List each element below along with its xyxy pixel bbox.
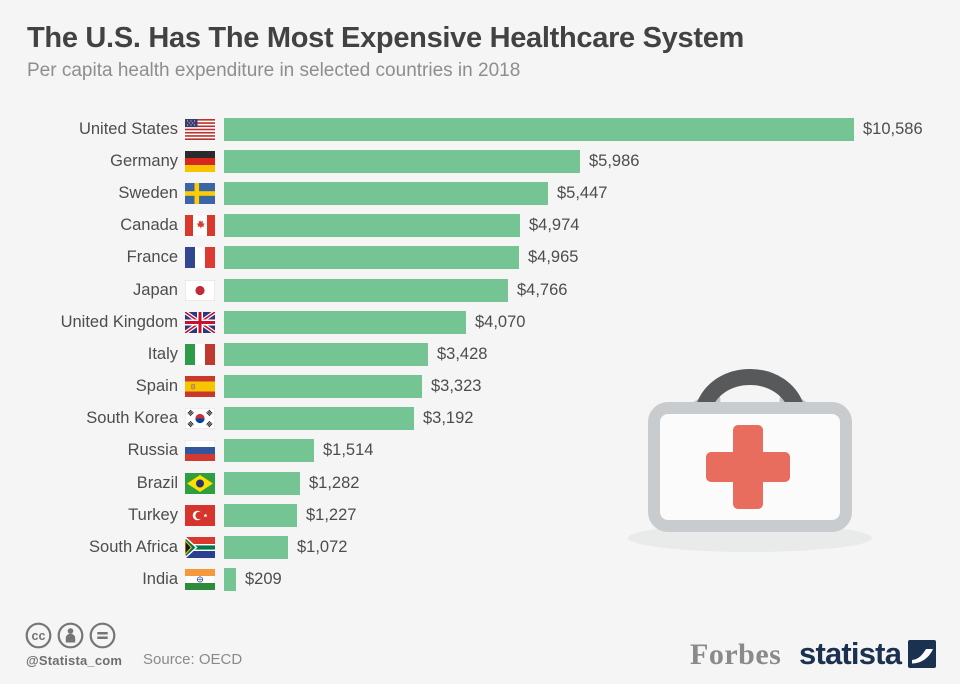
flag-icon-united-kingdom [185, 311, 215, 333]
flag-icon-south-korea [185, 408, 215, 430]
country-label-south-africa: South Africa [89, 538, 178, 557]
bar-row-south-africa: South Africa $1,072 [0, 531, 960, 563]
bar-south-korea [224, 407, 414, 431]
country-label-canada: Canada [120, 216, 178, 235]
country-label-united-kingdom: United Kingdom [60, 312, 178, 331]
value-label-united-states: $10,586 [863, 119, 923, 138]
attribution-icon [57, 622, 84, 654]
bar-italy [224, 342, 428, 366]
flag-icon-united-states [185, 118, 215, 140]
flag-icon-canada [185, 215, 215, 237]
country-label-brazil: Brazil [136, 473, 178, 492]
flag-icon-sweden [185, 182, 215, 204]
bar-sweden [224, 181, 548, 205]
value-label-spain: $3,323 [431, 377, 482, 396]
bar-turkey [224, 503, 297, 527]
equality-icon [89, 622, 116, 654]
flag-icon-south-africa [185, 537, 215, 559]
value-label-brazil: $1,282 [309, 473, 360, 492]
bar-japan [224, 278, 508, 302]
bar-canada [224, 214, 520, 238]
country-label-united-states: United States [78, 119, 178, 138]
value-label-italy: $3,428 [437, 344, 488, 363]
value-label-south-africa: $1,072 [297, 538, 348, 557]
page-title: The U.S. Has The Most Expensive Healthca… [27, 22, 745, 54]
bar-row-brazil: Brazil $1,282 [0, 467, 960, 499]
bar-row-germany: Germany $5,986 [0, 145, 960, 177]
first-aid-kit-icon [600, 358, 900, 558]
value-label-canada: $4,974 [529, 216, 580, 235]
bar-row-india: India $209 [0, 564, 960, 596]
bar-row-japan: Japan $4,766 [0, 274, 960, 306]
country-label-sweden: Sweden [118, 183, 178, 202]
bar-brazil [224, 471, 300, 495]
bar-row-france: France $4,965 [0, 242, 960, 274]
value-label-japan: $4,766 [517, 280, 568, 299]
bar-germany [224, 149, 580, 173]
license-icons: cc [25, 622, 116, 654]
value-label-south-korea: $3,192 [423, 409, 474, 428]
bar-row-sweden: Sweden $5,447 [0, 177, 960, 209]
country-label-italy: Italy [147, 344, 178, 363]
bar-spain [224, 375, 422, 399]
bar-row-russia: Russia $1,514 [0, 435, 960, 467]
statista-wordmark: statista [799, 636, 902, 671]
value-label-sweden: $5,447 [557, 183, 608, 202]
value-label-united-kingdom: $4,070 [475, 312, 526, 331]
source-label: Source: OECD [143, 651, 243, 668]
country-label-spain: Spain [135, 377, 178, 396]
flag-icon-japan [185, 279, 215, 301]
country-label-france: France [126, 248, 178, 267]
country-label-india: India [142, 570, 178, 589]
value-label-russia: $1,514 [323, 441, 374, 460]
page-subtitle: Per capita health expenditure in selecte… [27, 60, 521, 81]
bar-row-south-korea: South Korea $3,192 [0, 403, 960, 435]
bar-row-italy: Italy $3,428 [0, 338, 960, 370]
bar-row-spain: Spain $3,323 [0, 371, 960, 403]
svg-text:cc: cc [32, 629, 46, 643]
statista-handle: @Statista_com [26, 653, 123, 668]
country-label-turkey: Turkey [128, 505, 178, 524]
bar-india [224, 568, 236, 592]
bar-russia [224, 439, 314, 463]
forbes-logo: Forbes [690, 638, 782, 671]
bar-row-united-kingdom: United Kingdom $4,070 [0, 306, 960, 338]
flag-icon-spain [185, 376, 215, 398]
bar-row-united-states: United States $10,586 [0, 113, 960, 145]
country-label-russia: Russia [127, 441, 178, 460]
value-label-turkey: $1,227 [306, 505, 357, 524]
value-label-germany: $5,986 [589, 151, 640, 170]
bar-row-turkey: Turkey $1,227 [0, 499, 960, 531]
country-label-japan: Japan [133, 280, 178, 299]
statista-mark-icon [908, 640, 937, 668]
flag-icon-germany [185, 150, 215, 172]
country-label-south-korea: South Korea [86, 409, 178, 428]
flag-icon-turkey [185, 504, 215, 526]
cc-icon: cc [25, 622, 52, 654]
bar-united-kingdom [224, 310, 466, 334]
flag-icon-india [185, 569, 215, 591]
flag-icon-brazil [185, 472, 215, 494]
bar-united-states [224, 117, 854, 141]
bar-row-canada: Canada $4,974 [0, 210, 960, 242]
flag-icon-france [185, 247, 215, 269]
bar-south-africa [224, 536, 288, 560]
country-label-germany: Germany [110, 151, 178, 170]
flag-icon-russia [185, 440, 215, 462]
bar-france [224, 246, 519, 270]
statista-logo: statista [799, 636, 937, 672]
flag-icon-italy [185, 343, 215, 365]
bar-chart: United States $10,586 Germany $5,986 Sweden $… [0, 113, 960, 596]
value-label-india: $209 [245, 570, 282, 589]
value-label-france: $4,965 [528, 248, 579, 267]
